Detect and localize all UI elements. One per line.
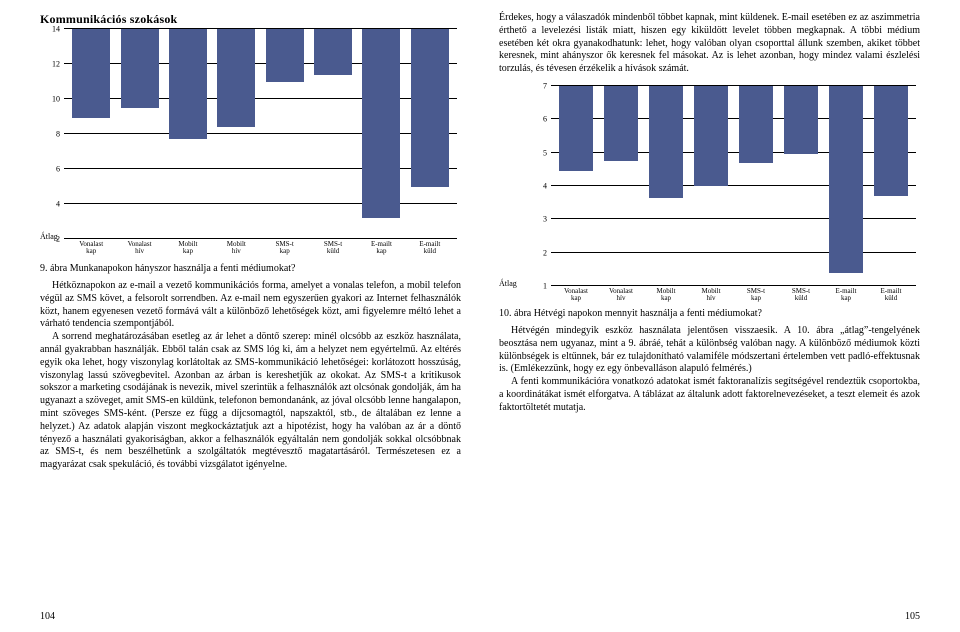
bar-slot: Mobiltkap (646, 86, 686, 286)
bar (411, 29, 449, 187)
bar-slot: Mobilthív (215, 29, 257, 239)
chart-weekend: 1234567ÁtlagVonalastkapVonalasthívMobilt… (551, 86, 916, 286)
y-tick-label: 2 (537, 248, 547, 257)
x-tick-label: E-mailtküld (400, 239, 459, 256)
page-number-right: 105 (499, 607, 920, 622)
paragraph: Hétköznapokon az e-mail a vezető kommuni… (40, 280, 461, 331)
y-tick-label: 12 (42, 60, 60, 69)
bar-slot: SMS-tkap (736, 86, 776, 286)
y-tick-label: 10 (42, 95, 60, 104)
paragraph: A sorrend meghatározásában esetleg az ár… (40, 331, 461, 472)
bar-slot: Mobiltkap (167, 29, 209, 239)
y-tick-label: 6 (42, 165, 60, 174)
bar-slot: E-mailtkap (360, 29, 402, 239)
y-axis-title: Átlag (40, 232, 58, 241)
bar-slot: E-mailtküld (409, 29, 451, 239)
bar-slot: E-mailtküld (871, 86, 911, 286)
left-body-text: Hétköznapokon az e-mail a vezető kommuni… (40, 280, 461, 472)
y-tick-label: 1 (537, 281, 547, 290)
y-tick-label: 6 (537, 115, 547, 124)
section-title: Kommunikációs szokások (40, 12, 461, 27)
x-tick-label: E-mailtküld (863, 286, 919, 303)
bar-slot: SMS-tküld (781, 86, 821, 286)
bar (72, 29, 110, 118)
right-intro-text: Érdekes, hogy a válaszadók mindenből töb… (499, 12, 920, 76)
bar-slot: E-mailtkap (826, 86, 866, 286)
chart-weekday-caption: 9. ábra Munkanapokon hányszor használja … (40, 263, 461, 274)
right-column: Érdekes, hogy a válaszadók mindenből töb… (499, 12, 920, 622)
page-number-left: 104 (40, 607, 461, 622)
bar (874, 86, 908, 196)
paragraph: A fenti kommunikációra vonatkozó adatoka… (499, 376, 920, 414)
y-tick-label: 4 (537, 181, 547, 190)
bar (169, 29, 207, 139)
bar (314, 29, 352, 75)
bars-container: VonalastkapVonalasthívMobiltkapMobilthív… (551, 86, 916, 286)
bar (266, 29, 304, 82)
y-tick-label: 5 (537, 148, 547, 157)
y-tick-label: 3 (537, 215, 547, 224)
chart-weekday: 2468101214ÁtlagVonalastkapVonalasthívMob… (64, 29, 457, 239)
bar (694, 86, 728, 186)
bar-slot: Vonalastkap (70, 29, 112, 239)
paragraph: Hétvégén mindegyik eszköz használata jel… (499, 325, 920, 376)
bar (784, 86, 818, 154)
bar (649, 86, 683, 198)
y-tick-label: 14 (42, 25, 60, 34)
bar-slot: Vonalasthív (601, 86, 641, 286)
bar-slot: Mobilthív (691, 86, 731, 286)
bars-container: VonalastkapVonalasthívMobiltkapMobilthív… (64, 29, 457, 239)
bar-slot: SMS-tkap (264, 29, 306, 239)
bar (739, 86, 773, 163)
y-tick-label: 8 (42, 130, 60, 139)
bar (121, 29, 159, 108)
bar (559, 86, 593, 171)
bar (829, 86, 863, 273)
chart-weekend-caption: 10. ábra Hétvégi napokon mennyit használ… (499, 308, 916, 319)
left-column: Kommunikációs szokások 2468101214ÁtlagVo… (40, 12, 461, 622)
y-tick-label: 4 (42, 200, 60, 209)
paragraph: Érdekes, hogy a válaszadók mindenből töb… (499, 12, 920, 76)
bar (217, 29, 255, 127)
bar-slot: Vonalasthív (118, 29, 160, 239)
bar-slot: Vonalastkap (556, 86, 596, 286)
y-tick-label: 7 (537, 81, 547, 90)
bar (362, 29, 400, 218)
right-body-text: Hétvégén mindegyik eszköz használata jel… (499, 325, 920, 415)
bar-slot: SMS-tküld (312, 29, 354, 239)
y-axis-title: Átlag (499, 279, 517, 288)
bar (604, 86, 638, 161)
